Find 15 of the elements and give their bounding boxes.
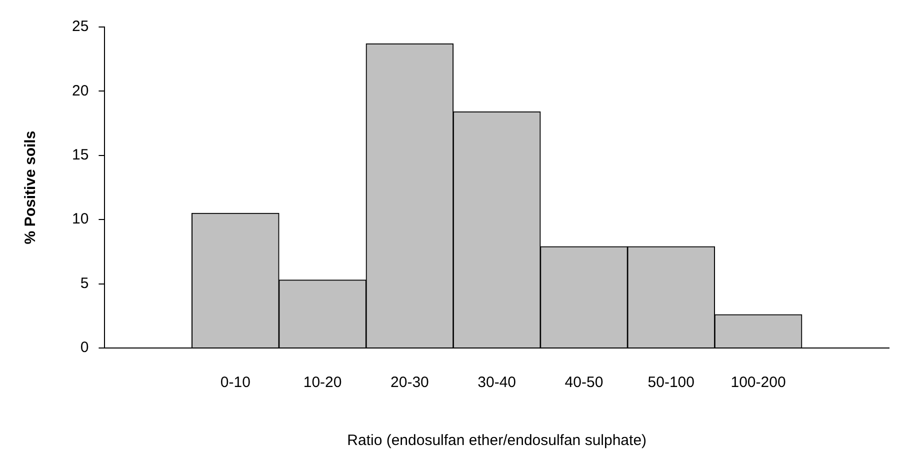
x-tick-label: 0-10: [220, 374, 250, 392]
x-tick-label: 20-30: [390, 374, 429, 392]
y-tick-label: 10: [72, 210, 89, 228]
y-tick-label: 15: [72, 146, 89, 164]
y-axis-title: % Positive soils: [22, 130, 40, 244]
x-tick-label: 40-50: [564, 374, 604, 392]
x-tick-label: 10-20: [303, 374, 342, 392]
x-tick-label: 30-40: [478, 374, 516, 392]
y-tick-label: 20: [72, 82, 89, 100]
x-tick-label: 50-100: [648, 374, 694, 392]
x-tick-label: 100-200: [730, 374, 786, 392]
x-axis-title: Ratio (endosulfan ether/endosulfan sulphate): [347, 432, 647, 450]
y-tick-label: 25: [72, 18, 89, 36]
y-tick-label: 5: [80, 274, 89, 292]
y-tick-label: 0: [80, 339, 89, 356]
